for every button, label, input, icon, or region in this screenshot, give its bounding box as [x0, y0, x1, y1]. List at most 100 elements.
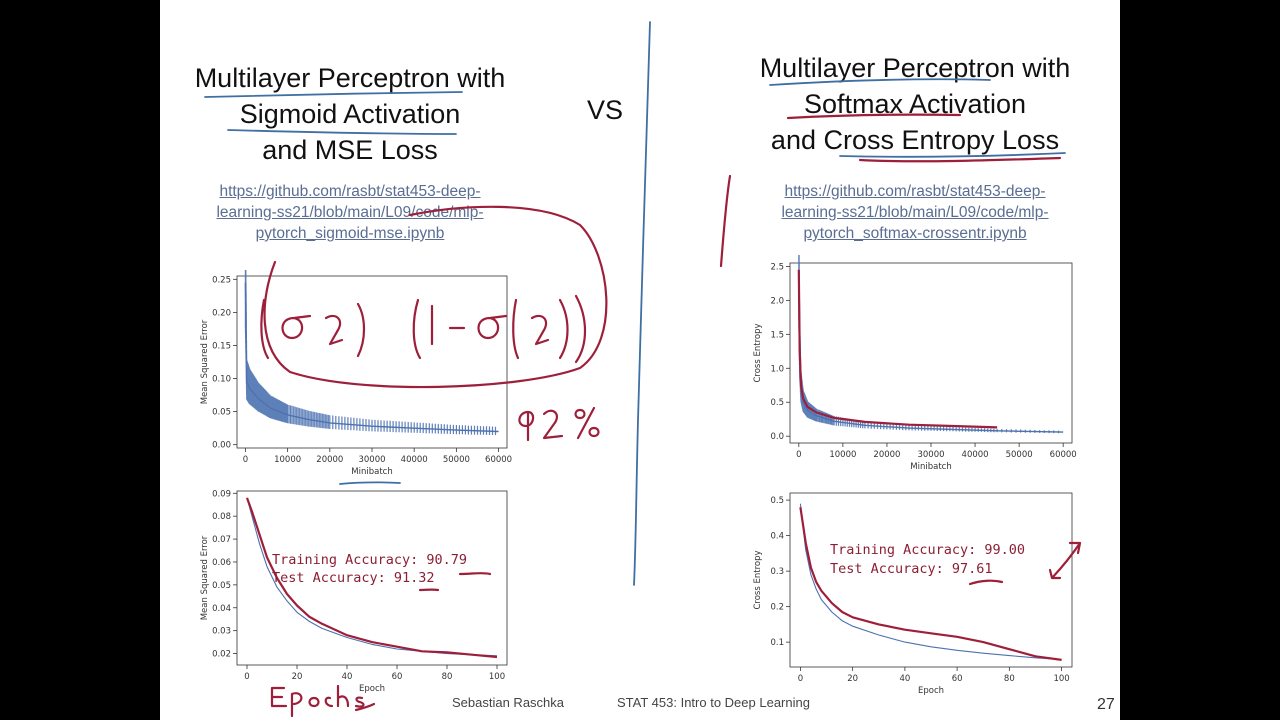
handwritten-annotations — [204, 21, 1082, 718]
formula-loop — [263, 205, 608, 389]
left-mb-underline — [339, 481, 401, 485]
y-tick-label: 0.3 — [770, 567, 784, 577]
x-tick-label: 0 — [243, 455, 248, 465]
left-title: Multilayer Perceptron with Sigmoid Activ… — [180, 60, 520, 168]
x-tick-label: 20 — [847, 674, 858, 684]
left-test-accuracy: Test Accuracy: 91.32 — [272, 570, 435, 586]
y-tick-label: 0.20 — [212, 308, 231, 318]
y-tick-label: 0.15 — [212, 341, 231, 351]
x-axis-label: Minibatch — [351, 467, 392, 477]
x-tick-label: 20 — [292, 672, 303, 682]
ink-trace — [797, 269, 998, 429]
x-tick-label: 80 — [442, 672, 453, 682]
y-tick-label: 0.5 — [770, 398, 784, 408]
divider-stroke — [633, 21, 651, 586]
underline-right-2 — [786, 113, 962, 120]
x-tick-label: 100 — [489, 672, 505, 682]
y-tick-label: 0.08 — [212, 512, 231, 522]
right-epoch-chart: 0 20 40 60 80 100 0.1 0.2 0.3 0.4 0.5 Epoch Cross En… — [753, 492, 1073, 696]
y-axis-label: Cross Entropy — [753, 550, 763, 609]
y-tick-label: 0.0 — [770, 432, 784, 442]
y-tick-label: 0.00 — [212, 441, 231, 451]
x-axis-label: Epoch — [918, 686, 944, 696]
slide: Multilayer Perceptron with Sigmoid Activ… — [160, 0, 1120, 720]
x-tick-label: 30000 — [358, 455, 385, 465]
right-title-line-1: Multilayer Perceptron with — [759, 53, 1071, 83]
derivative-formula-ink — [260, 294, 586, 364]
left-title-line-3: and MSE Loss — [262, 135, 438, 165]
x-tick-label: 40 — [342, 672, 353, 682]
x-tick-label: 20000 — [873, 450, 900, 460]
y-tick-label: 0.5 — [770, 496, 784, 506]
x-tick-label: 10000 — [829, 450, 856, 460]
right-link-line-2: learning-ss21/blob/main/L09/code/mlp- — [781, 204, 1049, 221]
y-axis-label: Mean Squared Error — [200, 319, 210, 404]
left-minibatch-chart: 0 10000 20000 30000 40000 50000 60000 0.00 0.05 0… — [200, 270, 512, 477]
right-title-line-3: and Cross Entropy Loss — [770, 125, 1060, 155]
tick-mark — [719, 174, 732, 268]
left-link-line-3: pytorch_sigmoid-mse.ipynb — [255, 225, 445, 242]
series-line-1 — [799, 503, 1062, 661]
y-tick-label: 0.07 — [212, 535, 231, 545]
y-tick-label: 1.0 — [770, 364, 784, 374]
y-tick-label: 0.10 — [212, 375, 231, 385]
y-tick-label: 0.25 — [212, 275, 231, 285]
x-tick-label: 60 — [952, 674, 963, 684]
y-axis-label: Cross Entropy — [753, 323, 763, 382]
page-number: 27 — [1097, 696, 1115, 713]
y-tick-label: 2.0 — [770, 296, 784, 306]
underline-left-2 — [227, 129, 457, 135]
x-tick-label: 50000 — [443, 455, 470, 465]
x-tick-label: 60000 — [485, 455, 512, 465]
footer-author: Sebastian Raschka — [452, 695, 565, 710]
left-title-line-1: Multilayer Perceptron with — [194, 63, 506, 93]
left-notebook-link[interactable]: https://github.com/rasbt/stat453-deep- l… — [180, 181, 520, 244]
underline-right-1 — [769, 78, 991, 86]
underline-left-1 — [204, 91, 463, 98]
y-tick-label: 0.03 — [212, 627, 231, 637]
x-tick-label: 10000 — [274, 455, 301, 465]
y-axis-label: Mean Squared Error — [200, 535, 210, 620]
left-link-line-1: https://github.com/rasbt/stat453-deep- — [219, 183, 481, 200]
percent-note-ink — [518, 406, 600, 442]
left-training-accuracy: Training Accuracy: 90.79 — [272, 552, 467, 568]
y-tick-label: 0.04 — [212, 604, 231, 614]
x-tick-label: 60 — [392, 672, 403, 682]
series-line-2 — [245, 497, 498, 659]
y-tick-label: 0.05 — [212, 581, 231, 591]
y-tick-label: 0.09 — [212, 489, 231, 499]
x-tick-label: 50000 — [1006, 450, 1033, 460]
underline-right-3-red — [858, 156, 1062, 163]
x-tick-label: 0 — [798, 674, 803, 684]
left-link-line-2: learning-ss21/blob/main/L09/code/mlp- — [216, 204, 484, 221]
x-tick-label: 30000 — [917, 450, 944, 460]
x-axis-label: Minibatch — [910, 462, 951, 472]
right-link-line-1: https://github.com/rasbt/stat453-deep- — [784, 183, 1046, 200]
y-tick-label: 0.1 — [770, 638, 784, 648]
right-training-accuracy: Training Accuracy: 99.00 — [830, 542, 1025, 558]
y-tick-label: 1.5 — [770, 330, 784, 340]
x-tick-label: 60000 — [1050, 450, 1077, 460]
left-epoch-chart: 0 20 40 60 80 100 0.02 0.03 0.04 0.05 0.06 0.07 0.08… — [200, 489, 508, 694]
right-link-line-3: pytorch_softmax-crossentr.ipynb — [803, 225, 1027, 242]
right-notebook-link[interactable]: https://github.com/rasbt/stat453-deep- l… — [745, 181, 1085, 244]
y-tick-label: 0.06 — [212, 558, 231, 568]
right-test-accuracy: Test Accuracy: 97.61 — [830, 561, 993, 577]
left-title-line-2: Sigmoid Activation — [239, 99, 461, 129]
x-tick-label: 0 — [244, 672, 249, 682]
right-minibatch-chart: 0 10000 20000 30000 40000 50000 60000 0.0 0.5 1.0… — [753, 255, 1077, 472]
series-line-2 — [799, 507, 1062, 661]
underline-right-3 — [839, 152, 1066, 158]
plot-frame — [236, 490, 508, 666]
x-tick-label: 20000 — [316, 455, 343, 465]
plot-frame — [789, 492, 1073, 668]
y-tick-label: 0.4 — [770, 532, 784, 542]
x-tick-label: 80 — [1004, 674, 1015, 684]
x-tick-label: 100 — [1053, 674, 1069, 684]
y-tick-label: 0.02 — [212, 650, 231, 660]
right-test-underline — [968, 579, 1004, 586]
y-tick-label: 0.05 — [212, 408, 231, 418]
x-tick-label: 40000 — [962, 450, 989, 460]
x-tick-label: 40000 — [401, 455, 428, 465]
y-tick-label: 2.5 — [770, 262, 784, 272]
